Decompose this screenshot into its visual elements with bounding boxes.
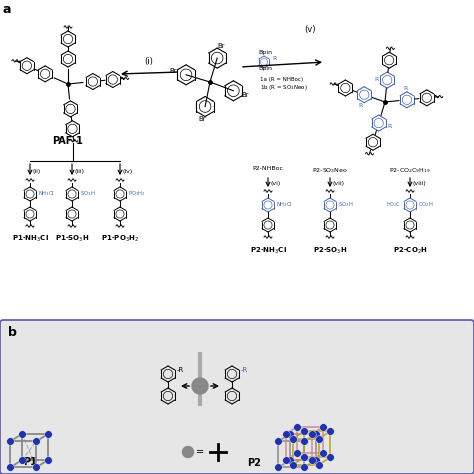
Text: -R: -R: [241, 367, 248, 373]
Text: a: a: [3, 3, 11, 16]
Text: P2-CO$_2$H: P2-CO$_2$H: [393, 246, 427, 256]
Text: P2: P2: [247, 458, 261, 468]
Text: CO$_2$H: CO$_2$H: [418, 201, 434, 210]
Circle shape: [182, 447, 193, 457]
Text: (i): (i): [145, 57, 154, 66]
Text: Br: Br: [199, 116, 206, 122]
Text: (vii): (vii): [333, 181, 345, 185]
Text: NH$_3$Cl: NH$_3$Cl: [38, 190, 55, 199]
Text: Bpin: Bpin: [258, 66, 272, 71]
Text: P2-NH$_3$Cl: P2-NH$_3$Cl: [249, 246, 286, 256]
FancyBboxPatch shape: [0, 320, 474, 474]
Text: R: R: [358, 102, 363, 108]
Text: P1-NH$_3$Cl: P1-NH$_3$Cl: [11, 234, 48, 244]
Text: (v): (v): [304, 25, 316, 34]
Circle shape: [192, 378, 208, 394]
Text: R: R: [404, 86, 408, 91]
Text: P1: P1: [23, 457, 37, 467]
Text: NH$_3$Cl: NH$_3$Cl: [276, 201, 293, 210]
Text: =: =: [196, 447, 207, 457]
Text: P2-SO$_3$H: P2-SO$_3$H: [313, 246, 347, 256]
Text: (ii): (ii): [33, 168, 41, 173]
Text: R: R: [272, 56, 276, 61]
Text: (iv): (iv): [123, 168, 133, 173]
Text: Br: Br: [170, 68, 177, 74]
Text: P1-PO$_3$H$_2$: P1-PO$_3$H$_2$: [101, 234, 139, 244]
Text: PAF-1: PAF-1: [53, 136, 83, 146]
Text: HO$_2$C: HO$_2$C: [386, 201, 401, 210]
Text: PO$_3$H$_2$: PO$_3$H$_2$: [128, 190, 146, 199]
Text: Br: Br: [217, 43, 225, 49]
Text: P1-SO$_3$H: P1-SO$_3$H: [55, 234, 89, 244]
Text: 1a (R = NHBoc): 1a (R = NHBoc): [260, 77, 303, 82]
Text: R: R: [387, 124, 392, 129]
Text: 1b (R = SO$_3$Neo): 1b (R = SO$_3$Neo): [260, 83, 308, 92]
Text: (viii): (viii): [413, 181, 427, 185]
Text: P2-CO$_2$C$_9$H$_{19}$: P2-CO$_2$C$_9$H$_{19}$: [389, 166, 431, 175]
Text: (vi): (vi): [271, 181, 281, 185]
Text: Bpin: Bpin: [258, 50, 272, 55]
Text: b: b: [8, 326, 17, 339]
Text: -R: -R: [177, 367, 184, 373]
Text: SO$_3$H: SO$_3$H: [338, 201, 354, 210]
Text: SO$_3$H: SO$_3$H: [80, 190, 95, 199]
Text: P2-NHBoc: P2-NHBoc: [253, 166, 283, 171]
Text: R: R: [374, 76, 378, 82]
Text: (iii): (iii): [75, 168, 85, 173]
Text: Br: Br: [242, 92, 249, 98]
Text: P2-SO$_3$Neo: P2-SO$_3$Neo: [312, 166, 348, 175]
